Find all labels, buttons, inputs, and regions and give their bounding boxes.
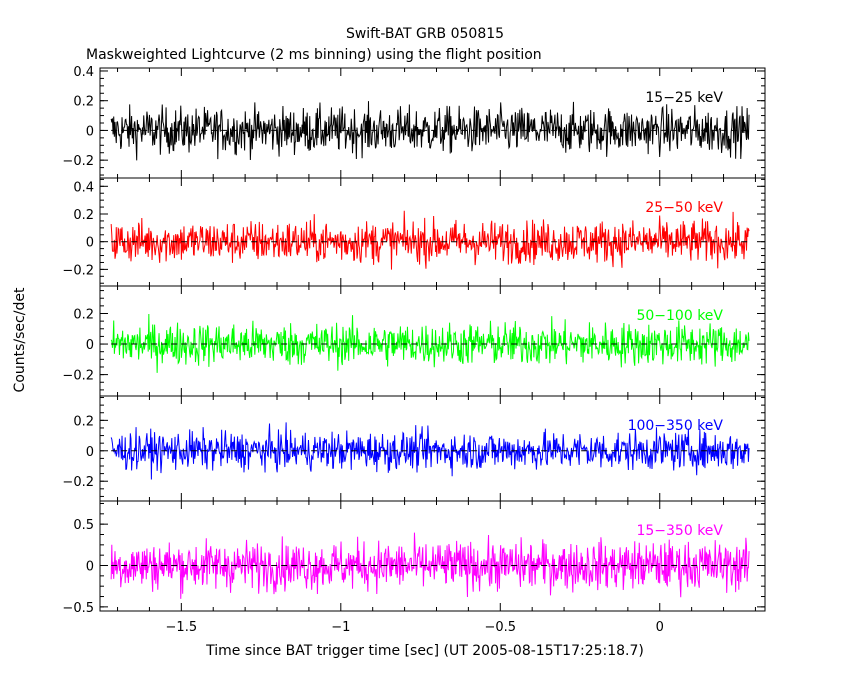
panel-0: −0.2 0 0.2 0.4 15−25 keV xyxy=(62,65,766,179)
lightcurve-series xyxy=(110,101,750,161)
panels-layer: −0.2 0 0.2 0.4 15−25 keV −0.2 0 0.2 0.4 25−50 keV… xyxy=(62,65,766,635)
x-tick-label: −1 xyxy=(331,620,350,635)
y-tick-label: 0.4 xyxy=(73,180,94,195)
lightcurve-series xyxy=(110,313,750,373)
y-tick-label: −0.2 xyxy=(62,369,94,384)
y-axis-label: Counts/sec/det xyxy=(12,287,28,392)
lightcurve-series xyxy=(110,422,750,480)
lightcurve-series xyxy=(110,210,750,270)
chart-subtitle: Maskweighted Lightcurve (2 ms binning) u… xyxy=(86,47,542,63)
y-tick-label: −0.2 xyxy=(62,154,94,169)
panel-2: −0.2 0 0.2 50−100 keV xyxy=(62,285,766,397)
x-tick-label: 0 xyxy=(656,620,664,635)
panel-1: −0.2 0 0.2 0.4 25−50 keV xyxy=(62,177,766,287)
y-tick-label: −0.2 xyxy=(62,475,94,490)
lightcurve-series xyxy=(110,532,750,599)
y-tick-label: 0 xyxy=(86,124,94,139)
y-tick-label: 0.2 xyxy=(73,414,94,429)
y-tick-label: −0.2 xyxy=(62,263,94,278)
chart-title: Swift-BAT GRB 050815 xyxy=(346,26,504,42)
y-tick-label: −0.5 xyxy=(62,601,94,616)
x-tick-label: −0.5 xyxy=(484,620,516,635)
band-label: 15−350 keV xyxy=(636,523,723,539)
x-tick-label: −1.5 xyxy=(166,620,198,635)
band-label: 100−350 keV xyxy=(628,418,724,434)
y-tick-label: 0.2 xyxy=(73,95,94,110)
panel-frame xyxy=(99,500,766,612)
band-label: 50−100 keV xyxy=(636,308,723,324)
y-tick-label: 0.2 xyxy=(73,308,94,323)
panel-3: −0.2 0 0.2 100−350 keV xyxy=(62,395,766,502)
y-tick-label: 0.4 xyxy=(73,65,94,80)
x-axis-label: Time since BAT trigger time [sec] (UT 20… xyxy=(205,643,644,659)
y-tick-label: 0.2 xyxy=(73,208,94,223)
y-tick-label: 0.5 xyxy=(73,518,94,533)
y-tick-label: 0 xyxy=(86,560,94,575)
band-label: 15−25 keV xyxy=(645,90,723,106)
y-tick-label: 0 xyxy=(86,338,94,353)
band-label: 25−50 keV xyxy=(645,200,723,216)
panel-4: −0.5 0 0.5 15−350 keV xyxy=(62,500,766,616)
y-tick-label: 0 xyxy=(86,236,94,251)
y-tick-label: 0 xyxy=(86,445,94,460)
